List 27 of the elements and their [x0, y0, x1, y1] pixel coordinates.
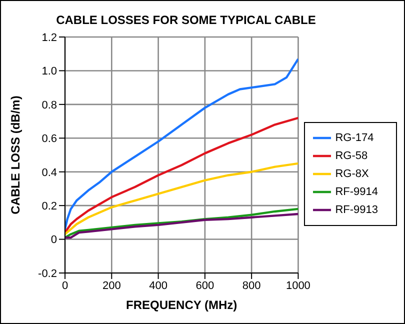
x-tick-label: 400 [149, 280, 168, 292]
y-tick-label: 0 [50, 234, 57, 246]
x-tick-label: 1000 [286, 280, 310, 292]
legend-label: RF-9914 [335, 186, 378, 198]
line-series [65, 212, 298, 239]
x-tick-label: 0 [62, 280, 68, 292]
line-series [65, 208, 298, 239]
x-tick-label: 600 [196, 280, 214, 292]
y-tick-label: 0.2 [42, 200, 57, 212]
line-series [65, 162, 298, 236]
chart-title: CABLE LOSSES FOR SOME TYPICAL CABLE [55, 13, 317, 27]
line-series [65, 58, 298, 230]
y-tick-label: 1.2 [42, 32, 57, 44]
legend-label: RG-58 [335, 150, 368, 162]
x-tick-label: 200 [102, 280, 121, 292]
x-tick-label: 800 [242, 280, 261, 292]
legend-label: RG-174 [335, 132, 374, 144]
y-axis-title: CABLE LOSS (dB/m) [8, 96, 22, 214]
y-tick-label: 1.0 [42, 66, 57, 78]
legend-label: RF-9913 [335, 204, 378, 216]
y-tick-label: 0.4 [42, 166, 57, 179]
legend-label: RG-8X [335, 168, 369, 180]
y-tick-label: 0.8 [42, 99, 57, 112]
x-axis-title: FREQUENCY (MHz) [126, 298, 238, 312]
y-tick-label: 0.6 [42, 133, 57, 146]
y-tick-label: -0.2 [38, 268, 57, 280]
line-series [65, 116, 298, 234]
